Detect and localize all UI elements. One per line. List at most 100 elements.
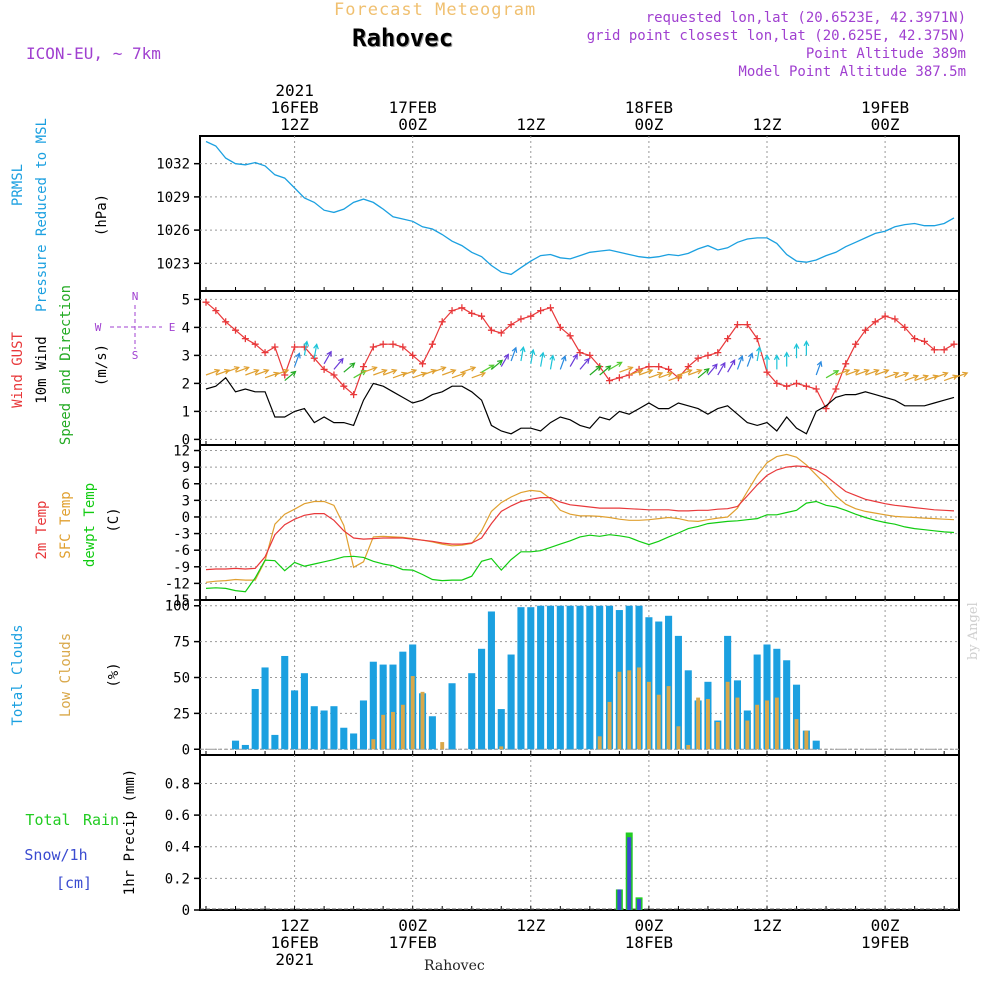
gust-marker (527, 312, 535, 320)
top-time-label: 17FEB (389, 98, 437, 117)
wind-arrow-head (295, 352, 301, 359)
cloud-label-low: Low Clouds (58, 633, 74, 717)
wind-arrow-shaft (510, 347, 517, 362)
low-cloud-bar (597, 736, 602, 750)
total-cloud-bar (576, 605, 584, 750)
wind-arrow-head (748, 352, 754, 359)
y-tick-label: 25 (173, 706, 190, 722)
gust-marker (783, 382, 791, 390)
wind-arrow-head (519, 345, 526, 353)
bottom-location-label: Rahovec (424, 958, 485, 974)
gust-marker (232, 326, 240, 334)
gust-marker (763, 368, 771, 376)
wind-arrow (934, 371, 949, 379)
gust-marker (497, 329, 505, 337)
wind-arrow-shaft (717, 362, 726, 376)
wind-arrow-shaft (422, 369, 436, 376)
wind-label-unit: (m/s) (94, 344, 110, 386)
wind-arrow (658, 371, 674, 379)
wind-arrow-head (756, 345, 762, 353)
wind-arrow (924, 374, 939, 382)
wind-arrow-head (488, 364, 495, 370)
low-cloud-bar (745, 720, 750, 750)
wind-arrow (333, 357, 344, 370)
dewpt-line (205, 500, 955, 593)
pressure-label-unit: (hPa) (94, 194, 110, 236)
wind-arrow-shaft (245, 369, 259, 376)
wind-arrow (481, 364, 495, 373)
wind-arrow (373, 368, 388, 376)
bottom-time-label: 00Z (871, 916, 900, 935)
gust-marker (389, 340, 397, 348)
wind-arrow-head (903, 371, 910, 378)
y-tick-label: 0.6 (165, 808, 190, 824)
wind-arrow-shaft (658, 372, 673, 379)
wind-arrow-shaft (727, 359, 736, 373)
y-tick-label: -12 (165, 576, 190, 592)
low-cloud-bar (656, 694, 661, 750)
wind-arrow-shaft (579, 358, 590, 370)
wind-arrow-head (686, 368, 693, 375)
wind-arrow-shaft (235, 366, 249, 373)
y-tick-label: -15 (165, 593, 190, 609)
wind-arrow (412, 371, 427, 379)
wind-arrow-head (666, 371, 674, 378)
wind-arrow (793, 342, 800, 359)
wind-arrow-shaft (402, 369, 417, 376)
y-tick-label: 3 (182, 348, 190, 364)
top-time-label: 00Z (398, 115, 427, 134)
gust-marker (714, 349, 722, 357)
wind-arrow-head (883, 368, 890, 375)
wind-arrow-head (338, 357, 344, 364)
wind-arrow-shaft (619, 366, 633, 373)
wind-arrow-shaft (629, 369, 643, 376)
wind-arrow (697, 367, 710, 379)
total-cloud-bar (340, 727, 348, 750)
wind-arrow (855, 368, 870, 376)
wind-arrow-shaft (540, 352, 544, 367)
wind-arrow (668, 374, 683, 382)
gust-marker (330, 371, 338, 379)
wind-arrow-shaft (225, 366, 240, 373)
total-cloud-bar (487, 611, 495, 750)
precip-label-snow: Snow/1h (24, 846, 87, 864)
wind-arrow (845, 368, 861, 376)
wind-arrow-shaft (373, 369, 387, 376)
gust-marker (733, 321, 741, 329)
total-cloud-bar (596, 605, 604, 750)
wind-arrow (648, 371, 664, 379)
top-time-label: 00Z (634, 115, 663, 134)
wind-arrow-head (657, 371, 664, 378)
low-cloud-bar (440, 742, 445, 750)
total-cloud-bar (320, 710, 328, 750)
total-cloud-bar (566, 605, 574, 750)
gust-marker (212, 307, 220, 315)
wind-arrow (235, 366, 250, 373)
wind10m-line (205, 376, 955, 435)
wind-label-10m: 10m Wind (34, 336, 50, 403)
total-cloud-bar (350, 733, 358, 750)
y-tick-label: -6 (173, 543, 190, 559)
wind-arrow (392, 371, 408, 379)
panel-frame-pressure (199, 135, 960, 292)
gust-marker (793, 379, 801, 387)
low-cloud-bar (765, 700, 769, 750)
wind-arrow-shaft (865, 369, 879, 376)
wind-arrow (284, 370, 297, 382)
total-cloud-bar (468, 673, 476, 750)
wind-arrow (323, 350, 332, 365)
gust-marker (241, 335, 249, 343)
low-cloud-bar (774, 697, 779, 750)
y-tick-label: 0 (182, 903, 190, 919)
gust-marker (704, 351, 712, 359)
wind-arrow-shaft (530, 349, 534, 364)
wind-arrow-head (773, 354, 780, 361)
gust-marker (684, 363, 692, 371)
wind-arrow-head (952, 374, 959, 380)
low-cloud-bar (794, 719, 799, 750)
wind-arrow-head (962, 371, 969, 378)
wind-arrow-shaft (255, 369, 269, 376)
wind-arrow-shaft (382, 369, 397, 376)
wind-arrow (688, 368, 703, 376)
wind-arrow-shaft (736, 356, 743, 370)
